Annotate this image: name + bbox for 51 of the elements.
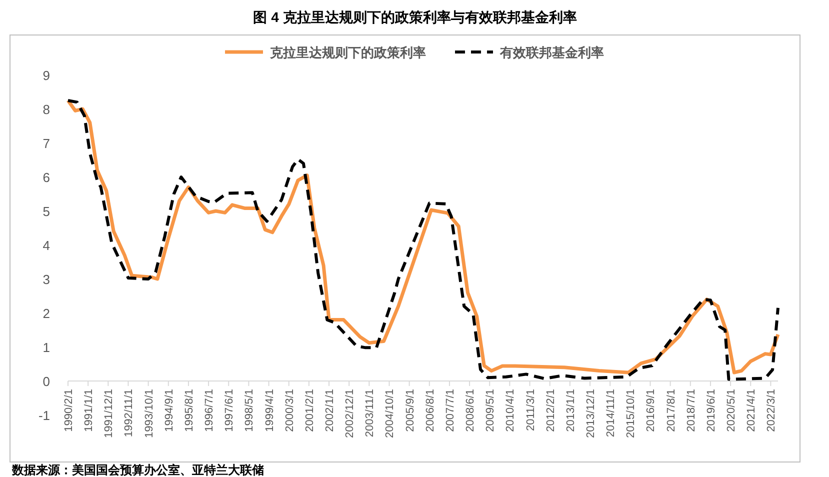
y-tick-label: 0 [42, 374, 50, 389]
y-tick-label: 9 [42, 68, 50, 83]
x-tick-label: 1997/6/1 [224, 389, 236, 432]
x-tick-label: 2007/7/1 [444, 389, 456, 432]
x-tick-label: 1999/4/1 [264, 389, 276, 432]
x-tick-label: 2013/1/1 [564, 389, 577, 432]
y-tick-label: 6 [42, 170, 50, 185]
legend-label: 克拉里达规则下的政策利率 [269, 45, 426, 60]
x-tick-label: 2018/7/1 [685, 389, 698, 432]
x-tick-label: 2017/8/1 [665, 389, 678, 432]
x-tick-label: 2020/5/1 [726, 389, 738, 432]
x-tick-label: 2000/3/1 [284, 389, 296, 432]
x-tick-label: 2014/11/1 [605, 389, 618, 438]
x-tick-label: 1994/9/1 [163, 389, 176, 432]
x-tick-label: 1990/2/1 [63, 389, 75, 432]
x-tick-label: 1991/12/1 [103, 389, 116, 438]
y-tick-label: 4 [42, 238, 50, 253]
x-tick-label: 1995/8/1 [183, 389, 196, 432]
x-tick-label: 2006/8/1 [424, 389, 436, 432]
x-tick-label: 2022/3/1 [766, 389, 778, 432]
x-tick-label: 2004/10/1 [384, 389, 396, 438]
x-tick-label: 1998/5/1 [244, 389, 256, 432]
y-tick-label: -1 [38, 408, 50, 423]
x-tick-label: 2003/11/1 [364, 389, 376, 438]
chart-title: 图 4 克拉里达规则下的政策利率与有效联邦基金利率 [253, 9, 577, 25]
y-tick-label: 8 [42, 102, 50, 117]
y-tick-label: 1 [42, 340, 50, 355]
x-tick-label: 2009/5/1 [484, 389, 497, 432]
y-tick-label: 3 [42, 272, 50, 287]
x-tick-label: 2015/10/1 [625, 389, 638, 438]
x-tick-label: 2011/3/1 [524, 389, 537, 432]
legend-label: 有效联邦基金利率 [499, 45, 604, 60]
x-tick-label: 2019/6/1 [705, 389, 718, 432]
y-tick-label: 5 [42, 204, 50, 219]
x-tick-label: 2012/2/1 [544, 389, 557, 432]
x-tick-label: 2002/1/1 [324, 389, 336, 432]
x-tick-label: 2008/6/1 [464, 389, 477, 432]
x-tick-label: 2013/12/1 [585, 389, 598, 438]
x-tick-label: 2021/4/1 [746, 389, 758, 432]
x-tick-label: 2010/4/1 [504, 389, 517, 432]
x-tick-label: 1992/11/1 [123, 389, 136, 438]
source-note: 数据来源：美国国会预算办公室、亚特兰大联储 [11, 463, 264, 477]
x-tick-label: 2001/2/1 [304, 389, 316, 432]
x-tick-label: 2002/12/1 [344, 389, 356, 438]
y-tick-label: 7 [42, 136, 50, 151]
y-tick-label: 2 [42, 306, 50, 321]
x-tick-label: 1996/7/1 [204, 389, 216, 432]
x-tick-label: 1993/10/1 [143, 389, 156, 438]
x-tick-label: 2016/9/1 [645, 389, 658, 432]
x-tick-label: 2005/9/1 [404, 389, 416, 432]
x-tick-label: 1991/1/1 [83, 389, 96, 432]
